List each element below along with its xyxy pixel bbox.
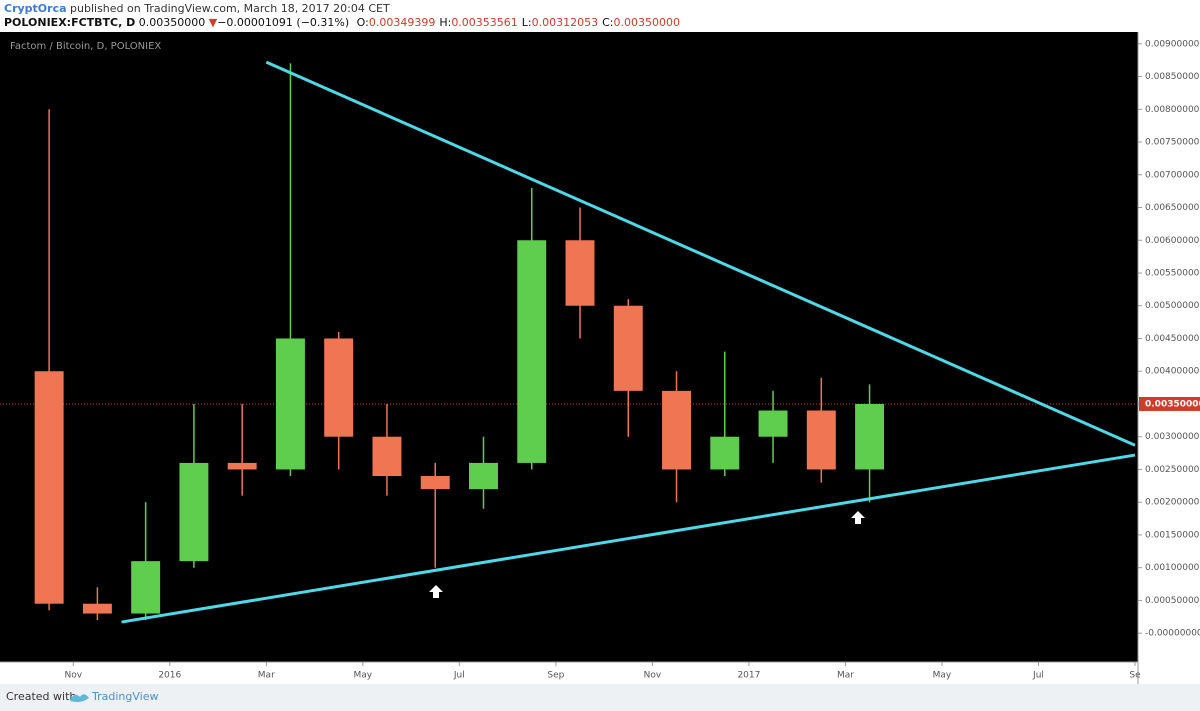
y-tick-label: 0.00600000: [1145, 236, 1200, 246]
y-tick-label: 0.00300000: [1145, 432, 1200, 442]
y-tick-label: 0.00150000: [1145, 530, 1200, 540]
ohlc-label: O:: [357, 16, 369, 29]
ohlc-value: 0.00349399: [369, 16, 435, 29]
x-tick-label: 2017: [737, 671, 760, 681]
candle-body: [469, 462, 498, 490]
x-tick-label: Jul: [1032, 671, 1044, 681]
ohlc-label: L:: [522, 16, 532, 29]
ohlc-value: 0.00353561: [451, 16, 517, 29]
y-tick-label: 0.00800000: [1145, 105, 1200, 115]
change: −0.00001091 (−0.31%): [217, 16, 349, 29]
x-tick-label: May: [354, 671, 373, 681]
ohlc-label: H:: [439, 16, 451, 29]
published: published on TradingView.com, March 18, …: [70, 2, 390, 15]
author[interactable]: CryptOrca: [4, 2, 67, 15]
last: 0.00350000: [139, 16, 205, 29]
candle-body: [227, 462, 257, 470]
y-tick-label: 0.00750000: [1145, 138, 1200, 148]
candle-body: [131, 561, 161, 614]
candle-body: [565, 240, 595, 306]
candle-body: [420, 476, 450, 490]
y-tick-label: 0.00700000: [1145, 170, 1200, 180]
candle-body: [662, 390, 691, 470]
y-tick-label: 0.00900000: [1145, 39, 1200, 49]
candle-body: [324, 338, 354, 437]
y-tick-label: 0.00250000: [1145, 465, 1200, 475]
candle-body: [275, 338, 305, 470]
header-line: CryptOrca published on TradingView.com, …: [4, 2, 390, 15]
ohlc-label: C:: [602, 16, 613, 29]
footer-text: Created with: [6, 690, 76, 703]
y-tick-label: 0.00100000: [1145, 563, 1200, 573]
plot-area: [0, 32, 1138, 662]
trend-line: [121, 453, 1136, 624]
footer-brand[interactable]: TradingView: [91, 690, 158, 703]
y-tick-label: 0.00050000: [1145, 596, 1200, 606]
trend-line: [265, 60, 1136, 447]
direction: ▼: [209, 16, 218, 29]
candle-body: [710, 436, 740, 470]
chart-title: Factom / Bitcoin, D, POLONIEX: [10, 41, 161, 52]
candle-body: [34, 371, 64, 604]
arrow-icon: [429, 585, 443, 598]
x-tick-label: Mar: [837, 671, 854, 681]
x-tick-label: Mar: [258, 671, 275, 681]
y-tick-label: 0.00550000: [1145, 268, 1200, 278]
price-axis: [1138, 32, 1200, 684]
y-tick-label: 0.00500000: [1145, 301, 1200, 311]
y-tick-label: 0.00850000: [1145, 72, 1200, 82]
x-tick-label: Jul: [453, 671, 465, 681]
last-price-box: [1139, 396, 1200, 411]
x-tick-label: 2016: [158, 671, 181, 681]
y-tick-label: -0.00000000: [1145, 629, 1200, 639]
plot: [0, 60, 1138, 624]
candle-body: [82, 603, 112, 614]
candle-body: [806, 410, 836, 470]
y-tick-label: 0.00450000: [1145, 334, 1200, 344]
y-tick-label: 0.00400000: [1145, 367, 1200, 377]
symbol-line: POLONIEX:FCTBTC, D 0.00350000 ▼−0.000010…: [4, 16, 680, 29]
candle-body: [758, 410, 788, 437]
x-tick-label: Nov: [644, 671, 662, 681]
footer: [0, 684, 1200, 711]
candle-body: [372, 436, 402, 477]
last-price-label: 0.00350000: [1145, 399, 1200, 409]
logo: [70, 694, 89, 702]
ohlc-value: 0.00312053: [532, 16, 598, 29]
candle-body: [517, 240, 547, 463]
x-tick-label: Nov: [64, 671, 82, 681]
candle-body: [613, 305, 643, 391]
ohlc-value: 0.00350000: [614, 16, 680, 29]
y-tick-label: 0.00650000: [1145, 203, 1200, 213]
candle-body: [855, 403, 885, 470]
symbol: POLONIEX:FCTBTC, D: [4, 16, 135, 29]
x-tick-label: Sep: [547, 671, 564, 681]
x-tick-label: May: [933, 671, 952, 681]
y-tick-label: 0.00200000: [1145, 498, 1200, 508]
candle-body: [179, 462, 209, 562]
arrow-icon: [851, 511, 865, 524]
x-tick-label: Se: [1129, 671, 1141, 681]
